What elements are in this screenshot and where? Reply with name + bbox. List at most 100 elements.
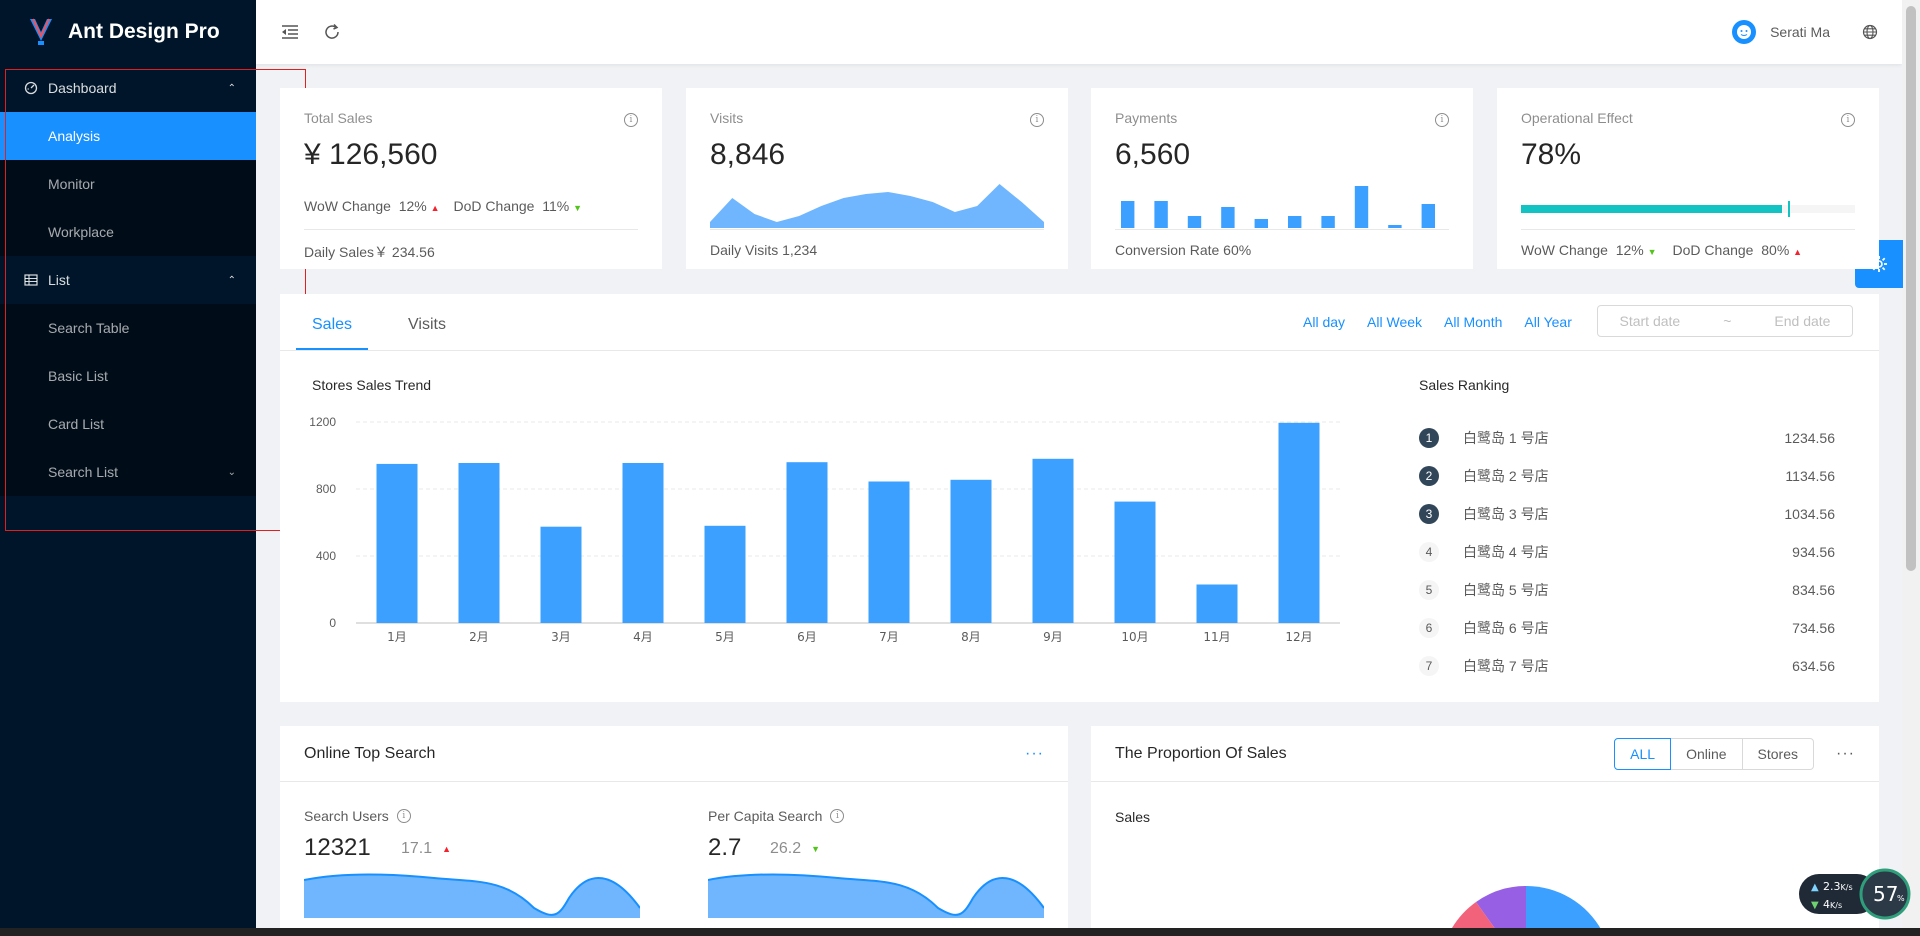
range-all-year[interactable]: All Year — [1524, 314, 1572, 330]
sales-card: Sales Visits All day All Week All Month … — [280, 294, 1879, 702]
reload-icon[interactable] — [320, 20, 344, 44]
card-title: Online Top Search — [304, 744, 436, 762]
option-stores[interactable]: Stores — [1741, 737, 1815, 770]
stat-title: Operational Effect — [1521, 110, 1633, 126]
per-capita-area-chart — [708, 873, 1044, 918]
bar — [868, 481, 910, 623]
list-item: 1 白鹭岛 1 号店 1234.56 — [1419, 419, 1835, 457]
wow-value: 12% — [1615, 242, 1644, 258]
store-value: 734.56 — [1792, 620, 1835, 636]
caret-up-icon: ▲ — [430, 203, 440, 213]
sidebar-item-workplace[interactable]: Workplace — [0, 208, 256, 256]
info-icon[interactable]: i — [396, 809, 411, 823]
vertical-scrollbar[interactable] — [1902, 0, 1920, 936]
avatar[interactable] — [1732, 20, 1757, 44]
user-name[interactable]: Serati Ma — [1770, 24, 1830, 40]
search-users-change: 17.1 ▲ — [401, 840, 452, 857]
sidebar-item-card-list[interactable]: Card List — [0, 400, 256, 448]
date-range-picker[interactable]: Start date ~ End date — [1597, 305, 1853, 337]
rank-number: 1 — [1419, 428, 1439, 448]
wow-label: WoW Change — [1521, 242, 1608, 258]
sidebar-item-label: Analysis — [48, 128, 101, 144]
stat-footer: Daily Sales￥ 234.56 — [304, 229, 638, 262]
list-item: 2 白鹭岛 2 号店 1134.56 — [1419, 457, 1835, 495]
sales-ranking-list: 1 白鹭岛 1 号店 1234.56 2 白鹭岛 2 号店 1134.56 3 白鹭岛 3… — [1419, 419, 1835, 685]
menu-fold-icon[interactable] — [278, 20, 302, 44]
tab-visits[interactable]: Visits — [408, 316, 446, 333]
logo[interactable]: Ant Design Pro — [0, 0, 256, 64]
caret-down-icon: ▼ — [811, 844, 821, 854]
store-value: 1134.56 — [1785, 468, 1835, 484]
sidebar-item-monitor[interactable]: Monitor — [0, 160, 256, 208]
payments-bar — [1388, 225, 1402, 228]
info-icon[interactable]: i — [1435, 113, 1449, 127]
store-name: 白鹭岛 6 号店 — [1463, 620, 1549, 636]
svg-text:4K/s: 4K/s — [1823, 898, 1842, 911]
store-value: 834.56 — [1792, 582, 1835, 598]
progress-target-marker — [1788, 201, 1791, 217]
sidebar-group-dashboard[interactable]: Dashboard ⌃ — [0, 64, 256, 112]
info-icon[interactable]: i — [624, 113, 638, 127]
payments-bar — [1187, 216, 1202, 228]
visits-area-chart — [710, 184, 1044, 228]
range-all-day[interactable]: All day — [1303, 314, 1346, 330]
operational-value: 78% — [1521, 138, 1582, 171]
stat-title: Payments — [1115, 110, 1178, 126]
sidebar-item-basic-list[interactable]: Basic List — [0, 352, 256, 400]
dashboard-icon — [24, 81, 38, 95]
header: Serati Ma — [256, 0, 1902, 64]
info-icon[interactable]: i — [1841, 113, 1855, 127]
list-item: 7 白鹭岛 7 号店 634.56 — [1419, 647, 1835, 685]
end-date-input[interactable]: End date — [1774, 313, 1831, 329]
payments-bar — [1288, 216, 1302, 228]
x-tick-label: 3月 — [551, 630, 571, 644]
store-value: 634.56 — [1792, 658, 1835, 674]
sidebar-item-search-table[interactable]: Search Table — [0, 304, 256, 352]
app-title: Ant Design Pro — [68, 20, 220, 43]
sidebar-item-label: Workplace — [48, 224, 114, 240]
sales-bar-chart: 0 400 800 1200 1月 2月 3月 4月 5月 6月 7月 8月 9月 10月 11月 12月 — [309, 415, 1340, 644]
range-separator: ~ — [1723, 313, 1732, 329]
per-capita-value: 2.7 — [708, 834, 742, 861]
stat-footer: Conversion Rate 60% — [1115, 229, 1449, 258]
dashboard-submenu: Analysis Monitor Workplace — [0, 112, 256, 256]
sidebar-item-analysis[interactable]: Analysis — [0, 112, 256, 160]
bar — [1278, 422, 1320, 623]
range-all-week[interactable]: All Week — [1367, 314, 1423, 330]
info-icon[interactable]: i — [830, 809, 845, 823]
more-icon[interactable]: ··· — [1025, 744, 1044, 762]
pie-title: Sales — [1115, 809, 1151, 825]
operational-effect-card: Operational Effect i 78% WoW Change 12% … — [1497, 88, 1879, 269]
bar — [704, 525, 746, 623]
sidebar-group-list[interactable]: List ⌃ — [0, 256, 256, 304]
option-online[interactable]: Online — [1670, 737, 1743, 770]
sales-pie-chart — [1452, 886, 1602, 936]
start-date-input[interactable]: Start date — [1619, 313, 1681, 329]
sidebar-item-search-list[interactable]: Search List ⌄ — [0, 448, 256, 496]
list-item: 5 白鹭岛 5 号店 834.56 — [1419, 571, 1835, 609]
more-icon[interactable]: ··· — [1836, 744, 1855, 762]
search-users-area-chart — [304, 873, 640, 918]
payments-bar — [1221, 207, 1235, 228]
store-name: 白鹭岛 2 号店 — [1463, 468, 1549, 484]
caret-down-icon: ▼ — [1647, 247, 1657, 257]
y-tick-label: 800 — [316, 482, 336, 496]
dod-value: 80% — [1761, 242, 1790, 258]
rank-number: 4 — [1419, 542, 1439, 562]
tab-sales[interactable]: Sales — [296, 316, 369, 350]
total-sales-value: ¥ 126,560 — [304, 138, 438, 171]
caret-up-icon: ▲ — [442, 844, 452, 854]
x-tick-label: 5月 — [715, 630, 735, 644]
rank-number: 7 — [1419, 656, 1439, 676]
dod-label: DoD Change — [453, 198, 535, 214]
payments-bar — [1421, 204, 1435, 228]
stat-title: Visits — [710, 110, 744, 126]
chart-title: Stores Sales Trend — [312, 377, 432, 393]
per-capita-change: 26.2 ▼ — [770, 840, 821, 857]
y-tick-label: 0 — [329, 616, 336, 630]
svg-text:%: % — [1897, 894, 1905, 903]
option-all[interactable]: ALL — [1614, 737, 1672, 770]
range-all-month[interactable]: All Month — [1444, 314, 1503, 330]
globe-icon[interactable] — [1858, 20, 1882, 44]
info-icon[interactable]: i — [1030, 113, 1044, 127]
